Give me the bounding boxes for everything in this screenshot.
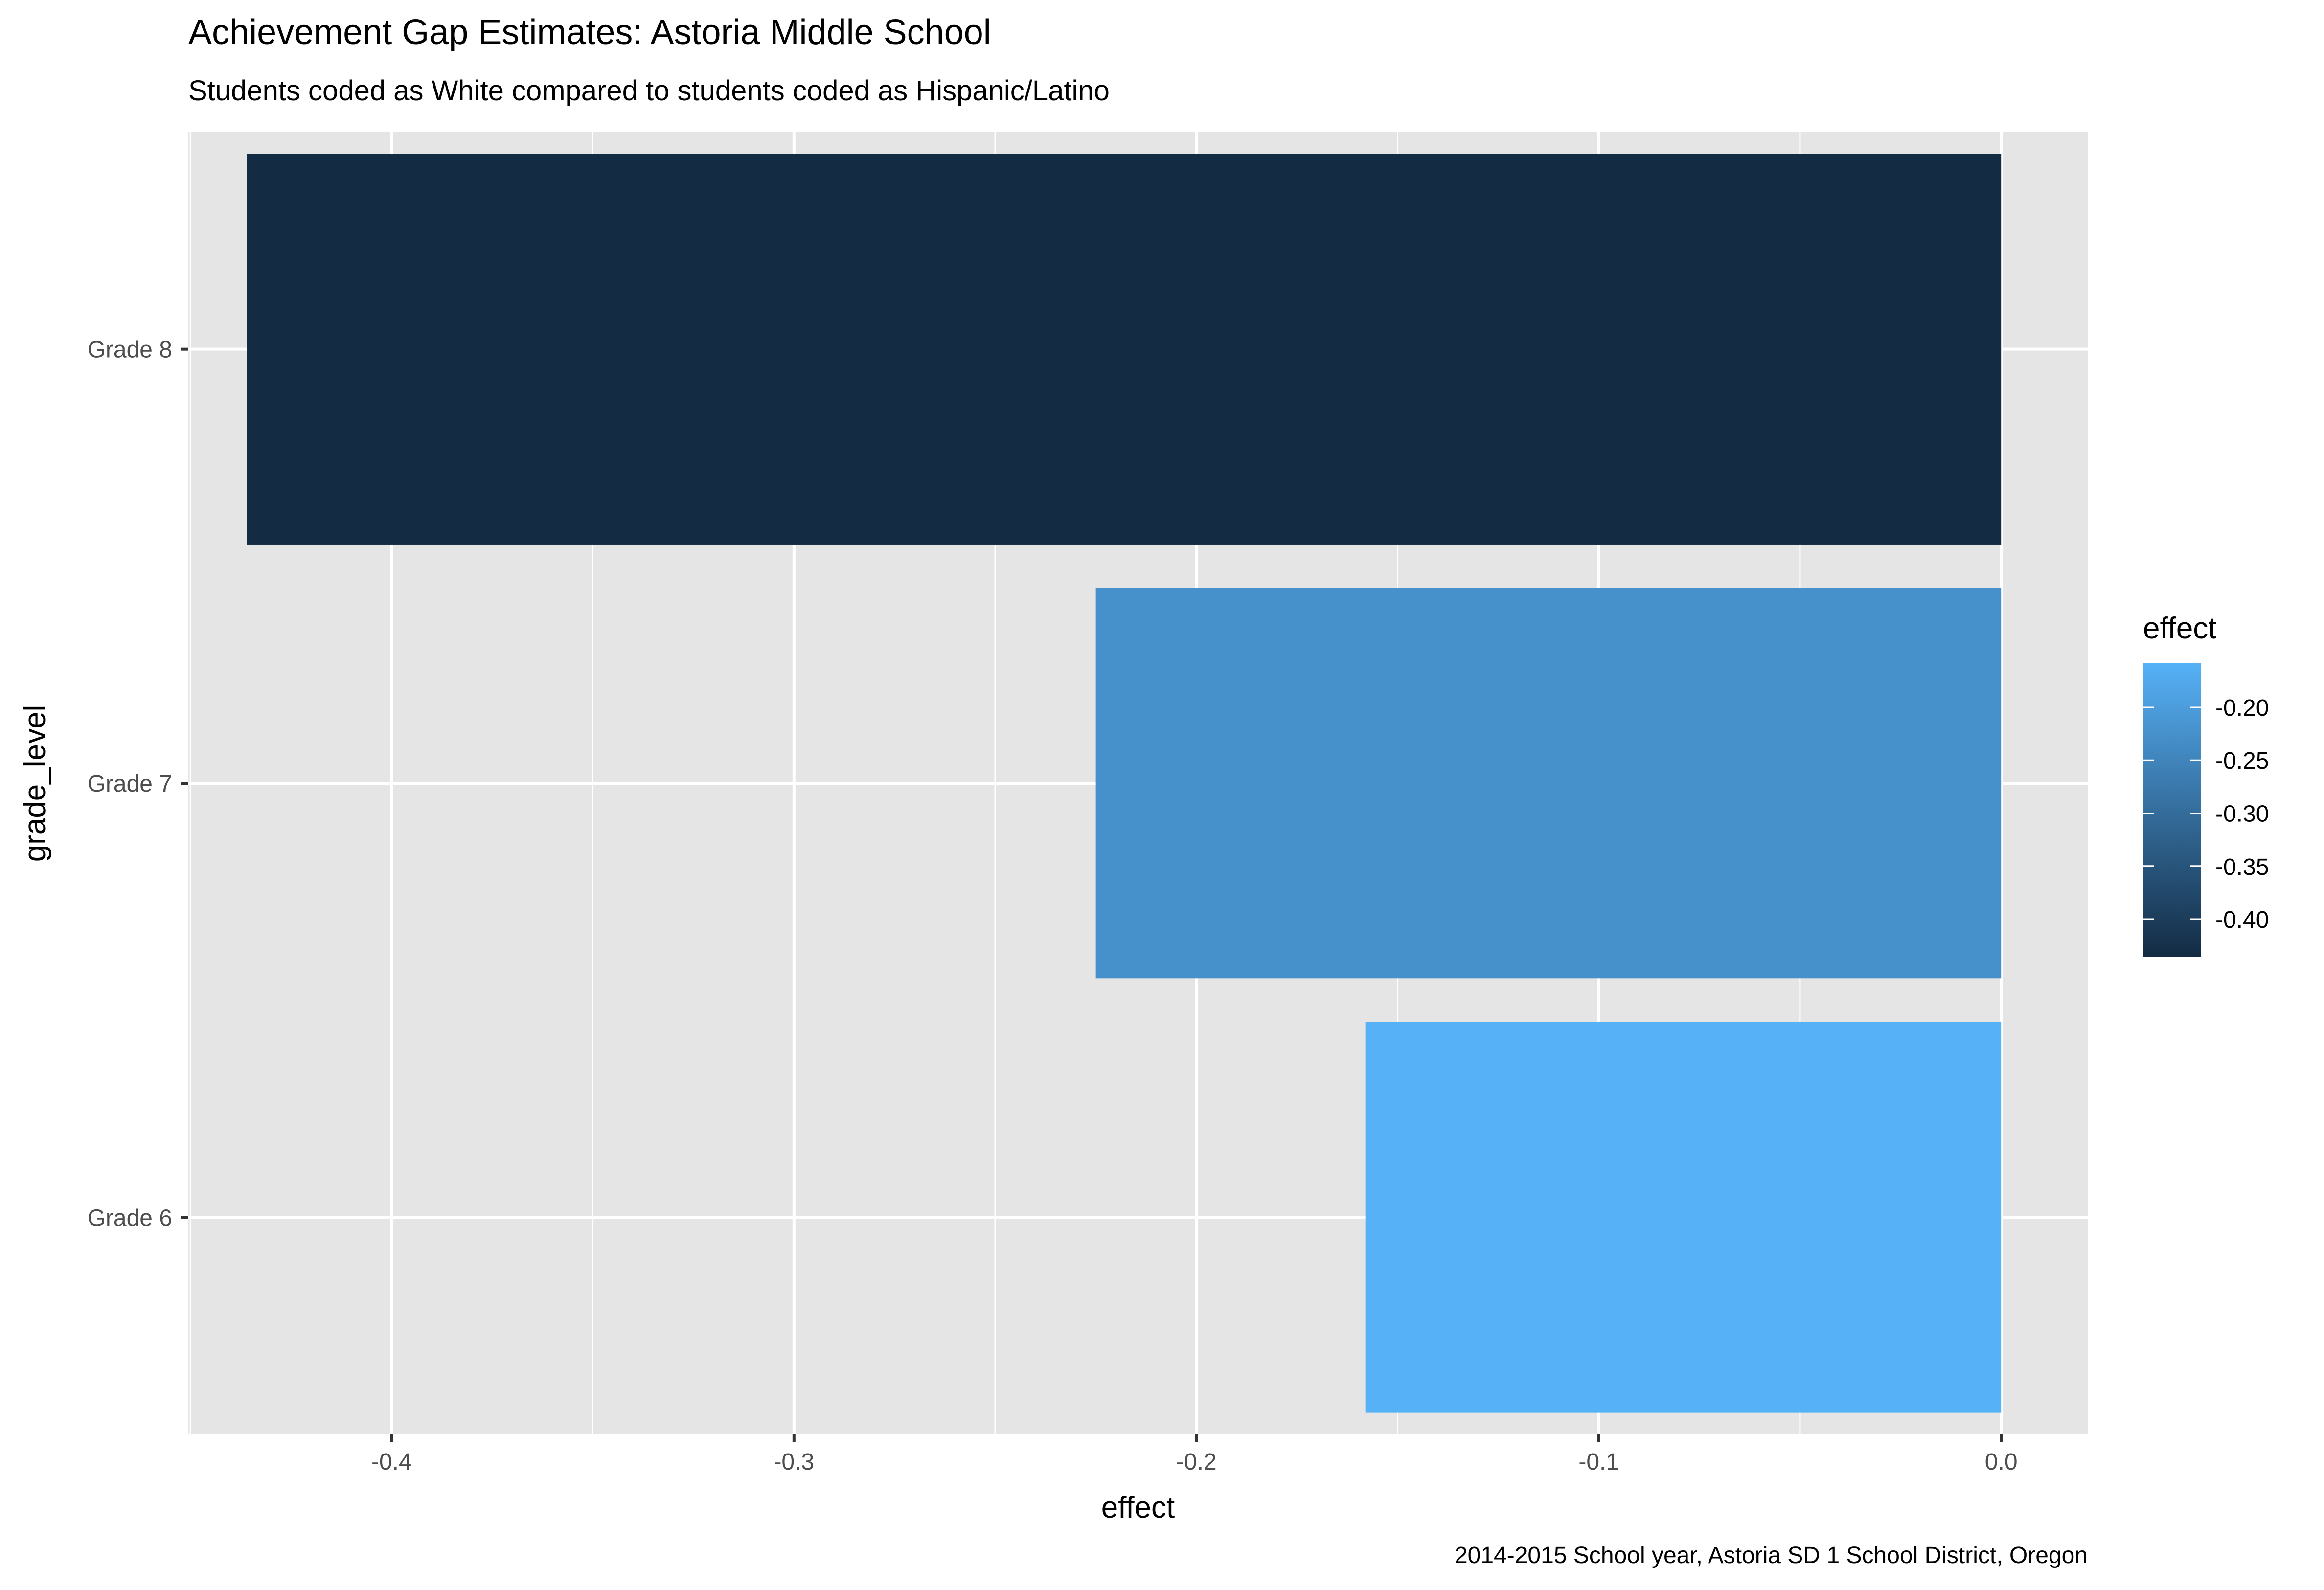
legend-tick-label: -0.25	[2215, 748, 2269, 774]
x-axis: -0.4 -0.3 -0.2 -0.1 0.0	[371, 1434, 2018, 1475]
x-tick-label: 0.0	[1985, 1449, 2018, 1475]
chart-title: Achievement Gap Estimates: Astoria Middl…	[188, 13, 991, 52]
bar-grade-7	[1095, 588, 2002, 979]
y-axis-title: grade_level	[18, 705, 52, 862]
x-tick-label: -0.1	[1578, 1449, 1619, 1475]
chart-subtitle: Students coded as White compared to stud…	[188, 75, 1110, 107]
bar-grade-8	[247, 154, 2002, 545]
chart-caption: 2014-2015 School year, Astoria SD 1 Scho…	[1455, 1543, 2088, 1568]
legend-ticks: -0.20 -0.25 -0.30 -0.35 -0.40	[2143, 695, 2269, 933]
bar-grade-6	[1365, 1022, 2002, 1413]
legend-tick-label: -0.20	[2215, 695, 2269, 721]
y-tick-label: Grade 7	[88, 771, 172, 797]
x-tick-label: -0.4	[371, 1449, 412, 1475]
y-tick-label: Grade 8	[88, 337, 172, 363]
x-tick-label: -0.3	[774, 1449, 814, 1475]
x-axis-title: effect	[1101, 1491, 1175, 1524]
legend-tick-label: -0.40	[2215, 907, 2269, 933]
y-tick-label: Grade 6	[88, 1205, 172, 1231]
bars	[247, 154, 2002, 1413]
y-axis: Grade 6 Grade 7 Grade 8	[88, 337, 188, 1231]
legend-tick-label: -0.35	[2215, 854, 2269, 880]
legend-colorbar	[2143, 663, 2201, 957]
legend-tick-label: -0.30	[2215, 801, 2269, 827]
x-tick-label: -0.2	[1176, 1449, 1217, 1475]
legend-title: effect	[2143, 612, 2217, 645]
